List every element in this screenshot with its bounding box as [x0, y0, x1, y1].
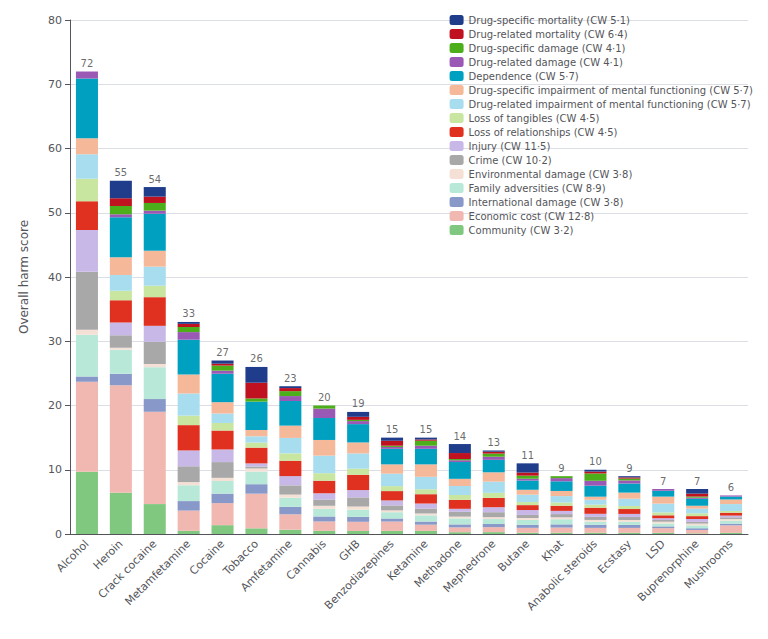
svg-text:26: 26	[250, 353, 263, 364]
svg-text:Amfetamine: Amfetamine	[238, 537, 295, 594]
svg-text:23: 23	[284, 373, 297, 384]
svg-text:6: 6	[728, 482, 734, 493]
svg-text:Dependence (CW 5·7): Dependence (CW 5·7)	[469, 71, 579, 82]
svg-text:Mephedrone: Mephedrone	[441, 537, 499, 595]
svg-text:10: 10	[48, 463, 62, 476]
svg-text:30: 30	[48, 335, 62, 348]
svg-text:Environmental damage (CW 3·8): Environmental damage (CW 3·8)	[469, 169, 633, 180]
svg-text:0: 0	[55, 528, 62, 541]
svg-text:Overall harm score: Overall harm score	[17, 220, 31, 334]
svg-text:Tobacco: Tobacco	[220, 537, 261, 578]
svg-text:Methadone: Methadone	[411, 537, 465, 591]
svg-text:Drug-specific damage (CW 4·1): Drug-specific damage (CW 4·1)	[469, 43, 626, 54]
svg-text:Economic cost (CW 12·8): Economic cost (CW 12·8)	[469, 211, 595, 222]
svg-text:72: 72	[81, 58, 94, 69]
svg-text:80: 80	[48, 14, 62, 27]
svg-text:Drug-specific impairment of me: Drug-specific impairment of mental funct…	[469, 85, 754, 96]
svg-text:20: 20	[48, 399, 62, 412]
svg-text:GHB: GHB	[336, 537, 362, 563]
svg-text:Mushrooms: Mushrooms	[682, 537, 736, 591]
svg-text:Family adversities (CW 8·9): Family adversities (CW 8·9)	[469, 183, 606, 194]
svg-text:15: 15	[420, 424, 433, 435]
svg-text:Loss of relationships (CW 4·5): Loss of relationships (CW 4·5)	[469, 127, 618, 138]
svg-text:55: 55	[114, 167, 127, 178]
svg-text:Community (CW 3·2): Community (CW 3·2)	[469, 225, 574, 236]
svg-text:Injury (CW 11·5): Injury (CW 11·5)	[469, 141, 551, 152]
svg-text:19: 19	[352, 398, 365, 409]
svg-text:Ketamine: Ketamine	[384, 537, 431, 584]
svg-text:Alcohol: Alcohol	[54, 537, 92, 575]
svg-text:9: 9	[626, 463, 632, 474]
svg-text:Crime (CW 10·2): Crime (CW 10·2)	[469, 155, 552, 166]
svg-text:10: 10	[589, 456, 602, 467]
svg-text:Drug-related impairment of men: Drug-related impairment of mental functi…	[469, 99, 751, 110]
svg-text:Benzodiazepines: Benzodiazepines	[322, 537, 397, 612]
svg-text:Crack cocaine: Crack cocaine	[96, 537, 160, 601]
svg-text:Butane: Butane	[495, 537, 532, 574]
svg-text:60: 60	[48, 142, 62, 155]
svg-text:Anabolic steroids: Anabolic steroids	[524, 537, 600, 613]
svg-text:Metamfetamine: Metamfetamine	[122, 537, 193, 608]
svg-text:Drug-related damage (CW 4·1): Drug-related damage (CW 4·1)	[469, 57, 624, 68]
svg-text:40: 40	[48, 271, 62, 284]
svg-text:Buprenorphine: Buprenorphine	[635, 537, 702, 605]
svg-text:Cocaine: Cocaine	[187, 537, 227, 577]
svg-text:9: 9	[558, 463, 564, 474]
svg-text:14: 14	[453, 431, 466, 442]
svg-text:7: 7	[660, 476, 666, 487]
svg-text:20: 20	[318, 392, 331, 403]
svg-text:70: 70	[48, 78, 62, 91]
svg-text:LSD: LSD	[643, 537, 667, 561]
svg-text:Cannabis: Cannabis	[284, 537, 329, 582]
svg-text:Drug-related mortality (CW 6·4: Drug-related mortality (CW 6·4)	[469, 29, 628, 40]
svg-text:Drug-specific mortality (CW 5·: Drug-specific mortality (CW 5·1)	[469, 15, 631, 26]
svg-text:Khat: Khat	[539, 537, 567, 565]
svg-text:11: 11	[521, 450, 534, 461]
svg-text:International damage (CW 3·8): International damage (CW 3·8)	[469, 197, 624, 208]
svg-text:13: 13	[487, 437, 500, 448]
svg-text:Heroin: Heroin	[90, 537, 126, 573]
svg-text:33: 33	[182, 308, 195, 319]
svg-text:Loss of tangibles (CW 4·5): Loss of tangibles (CW 4·5)	[469, 113, 600, 124]
svg-text:15: 15	[386, 424, 399, 435]
svg-text:7: 7	[694, 476, 700, 487]
svg-text:Ecstasy: Ecstasy	[595, 537, 634, 576]
svg-text:27: 27	[216, 347, 229, 358]
svg-text:54: 54	[148, 174, 161, 185]
svg-text:50: 50	[48, 206, 62, 219]
